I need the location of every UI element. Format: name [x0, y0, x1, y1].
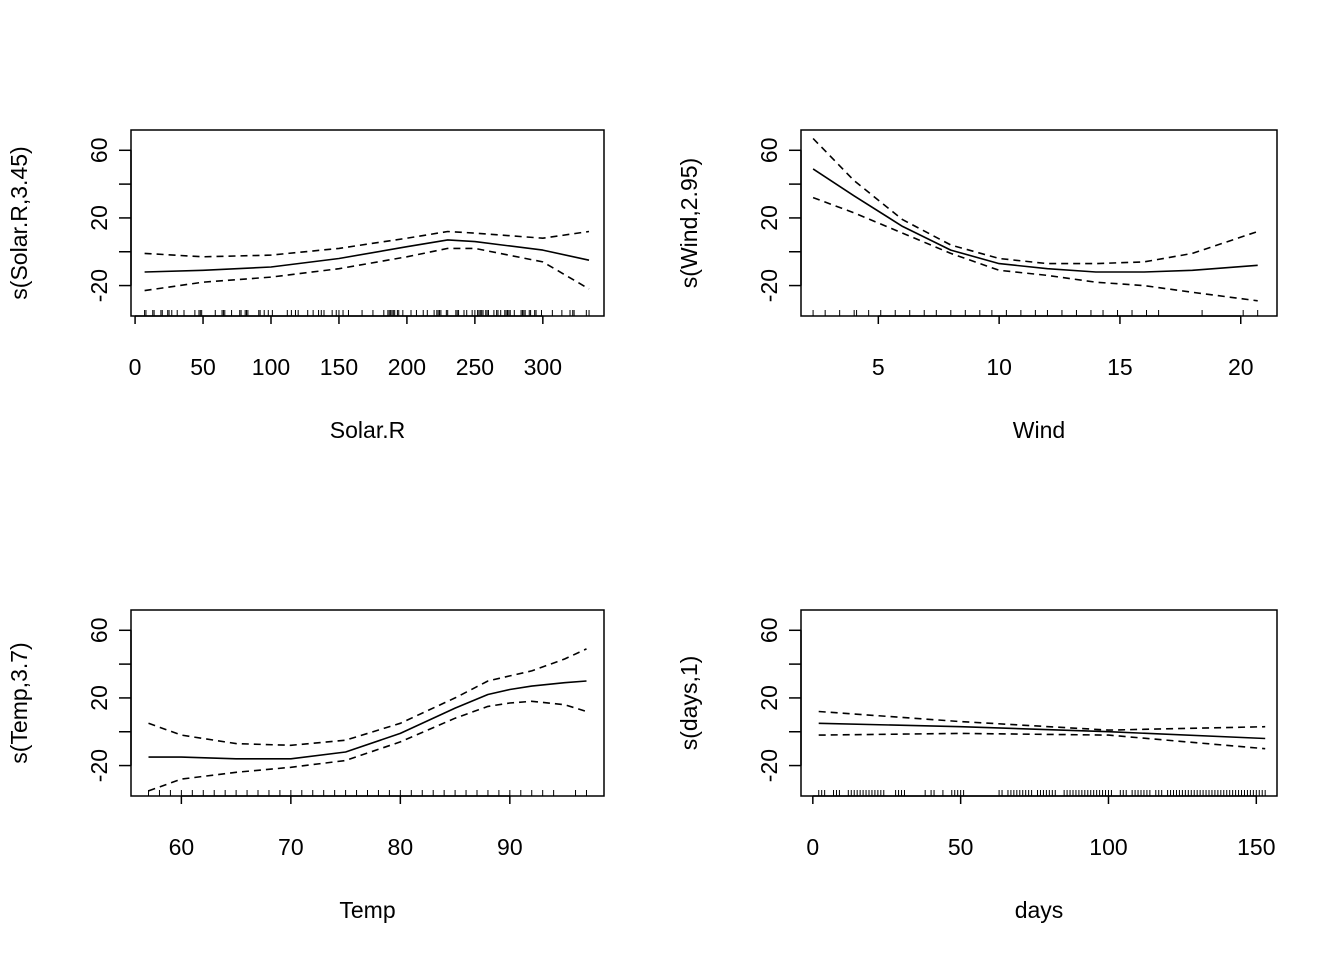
- y-tick-label: 20: [86, 685, 112, 711]
- x-tick-label: 20: [1228, 354, 1254, 380]
- y-tick-label: 60: [86, 617, 112, 643]
- panel-1: 0 50 100 150 200 250 300 -20 20 60 Solar.R s(Solar.…: [6, 129, 605, 443]
- x-axis-label: Temp: [339, 897, 395, 923]
- x-tick-label: 60: [169, 834, 195, 860]
- y-tick-label: 20: [86, 205, 112, 231]
- rug: [148, 790, 587, 796]
- y-tick-label: 60: [86, 137, 112, 163]
- smooth-estimate-line: [148, 680, 587, 760]
- x-tick-label: 15: [1107, 354, 1133, 380]
- panel-4: 0 50 100 150 -20 20 60 days s(days,1): [676, 609, 1278, 923]
- confidence-band-line: [812, 137, 1258, 265]
- x-tick-label: 50: [190, 354, 216, 380]
- x-axis-label: Wind: [1013, 417, 1065, 443]
- x-tick-label: 10: [986, 354, 1012, 380]
- confidence-band-line: [812, 196, 1258, 302]
- y-axis-label: s(Solar.R,3.45): [6, 146, 32, 299]
- x-tick-label: 50: [948, 834, 974, 860]
- y-tick-label: -20: [756, 749, 782, 782]
- y-axis-label: s(days,1): [676, 656, 702, 751]
- x-tick-label: 5: [872, 354, 885, 380]
- y-tick-label: 20: [756, 205, 782, 231]
- panel-3: 60 70 80 90 -20 20 60 Temp s(Temp,3.7): [6, 609, 605, 923]
- x-tick-label: 0: [129, 354, 142, 380]
- x-tick-label: 0: [806, 834, 819, 860]
- confidence-band-line: [148, 700, 587, 792]
- rug: [812, 310, 1259, 316]
- x-tick-label: 80: [388, 834, 414, 860]
- y-tick-label: -20: [756, 269, 782, 302]
- confidence-band-line: [144, 247, 590, 292]
- confidence-band-line: [818, 710, 1266, 731]
- plot-frame: [800, 129, 1278, 317]
- x-tick-label: 250: [456, 354, 494, 380]
- y-axis-label: s(Temp,3.7): [6, 642, 32, 763]
- x-axis-label: Solar.R: [330, 417, 405, 443]
- y-tick-label: -20: [86, 749, 112, 782]
- x-tick-label: 300: [524, 354, 562, 380]
- panel-2: 5 10 15 20 -20 20 60 Wind s(Wind,2.95): [676, 129, 1278, 443]
- smooth-estimate-line: [144, 239, 590, 273]
- x-tick-label: 70: [278, 834, 304, 860]
- y-tick-label: 60: [756, 137, 782, 163]
- confidence-band-line: [144, 230, 590, 258]
- x-tick-label: 100: [1089, 834, 1127, 860]
- plot-frame: [130, 129, 605, 317]
- confidence-band-line: [148, 648, 587, 747]
- y-tick-label: 20: [756, 685, 782, 711]
- plot-frame: [130, 609, 605, 797]
- x-tick-label: 150: [1237, 834, 1275, 860]
- x-tick-label: 200: [388, 354, 426, 380]
- x-axis-label: days: [1015, 897, 1064, 923]
- x-tick-label: 100: [252, 354, 290, 380]
- x-tick-label: 150: [320, 354, 358, 380]
- x-tick-label: 90: [497, 834, 523, 860]
- y-tick-label: 60: [756, 617, 782, 643]
- y-tick-label: -20: [86, 269, 112, 302]
- plot-frame: [800, 609, 1278, 797]
- rug: [818, 790, 1266, 796]
- rug: [144, 310, 590, 316]
- smooth-estimate-line: [818, 722, 1266, 740]
- smooth-estimate-line: [812, 168, 1258, 273]
- y-axis-label: s(Wind,2.95): [676, 158, 702, 288]
